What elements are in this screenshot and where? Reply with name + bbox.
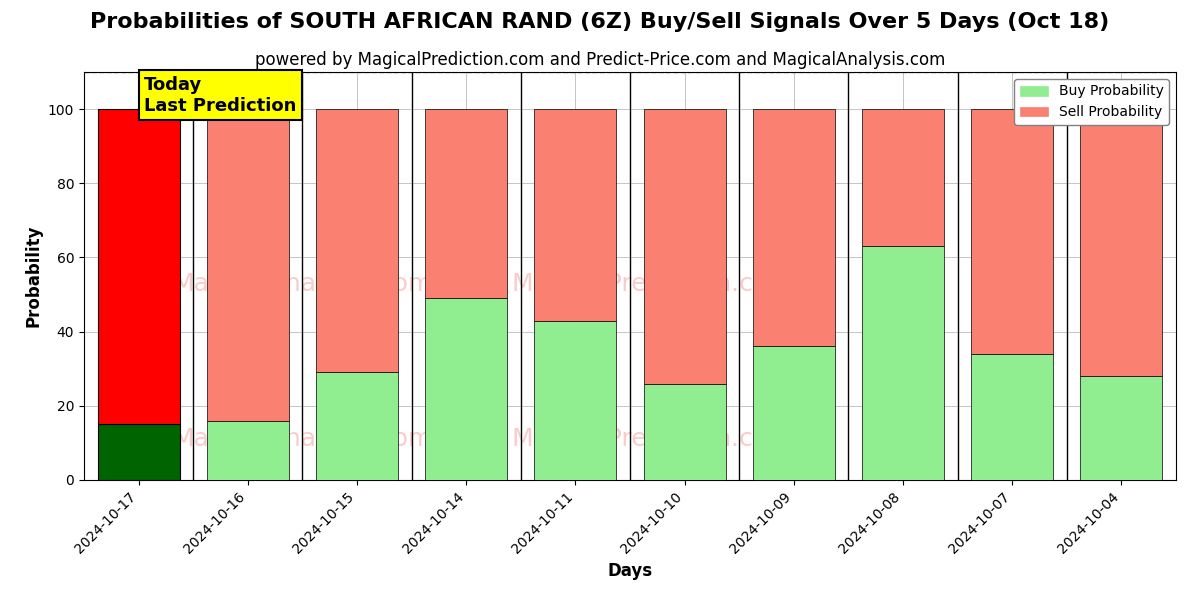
Bar bbox=[1080, 109, 1163, 376]
Bar bbox=[1080, 376, 1163, 480]
Text: MagicalPrediction.com: MagicalPrediction.com bbox=[511, 272, 792, 296]
Legend: Buy Probability, Sell Probability: Buy Probability, Sell Probability bbox=[1014, 79, 1169, 125]
Bar bbox=[316, 373, 398, 480]
Bar bbox=[206, 421, 289, 480]
Text: Today
Last Prediction: Today Last Prediction bbox=[144, 76, 296, 115]
Bar bbox=[862, 247, 944, 480]
Text: MagicalPrediction.com: MagicalPrediction.com bbox=[511, 427, 792, 451]
Bar bbox=[425, 109, 508, 298]
Bar bbox=[971, 109, 1054, 354]
Bar bbox=[206, 109, 289, 421]
Text: MagicalAnalysis.com: MagicalAnalysis.com bbox=[173, 272, 432, 296]
Bar bbox=[862, 109, 944, 247]
Bar bbox=[643, 383, 726, 480]
Bar bbox=[752, 346, 835, 480]
Bar bbox=[316, 109, 398, 373]
Bar bbox=[971, 354, 1054, 480]
Text: powered by MagicalPrediction.com and Predict-Price.com and MagicalAnalysis.com: powered by MagicalPrediction.com and Pre… bbox=[254, 51, 946, 69]
Bar bbox=[425, 298, 508, 480]
Bar bbox=[752, 109, 835, 346]
Y-axis label: Probability: Probability bbox=[24, 225, 42, 327]
Text: Probabilities of SOUTH AFRICAN RAND (6Z) Buy/Sell Signals Over 5 Days (Oct 18): Probabilities of SOUTH AFRICAN RAND (6Z)… bbox=[90, 12, 1110, 32]
Bar bbox=[534, 109, 617, 320]
Bar bbox=[643, 109, 726, 383]
Bar bbox=[97, 109, 180, 424]
Text: MagicalAnalysis.com: MagicalAnalysis.com bbox=[173, 427, 432, 451]
X-axis label: Days: Days bbox=[607, 562, 653, 580]
Bar bbox=[97, 424, 180, 480]
Bar bbox=[534, 320, 617, 480]
